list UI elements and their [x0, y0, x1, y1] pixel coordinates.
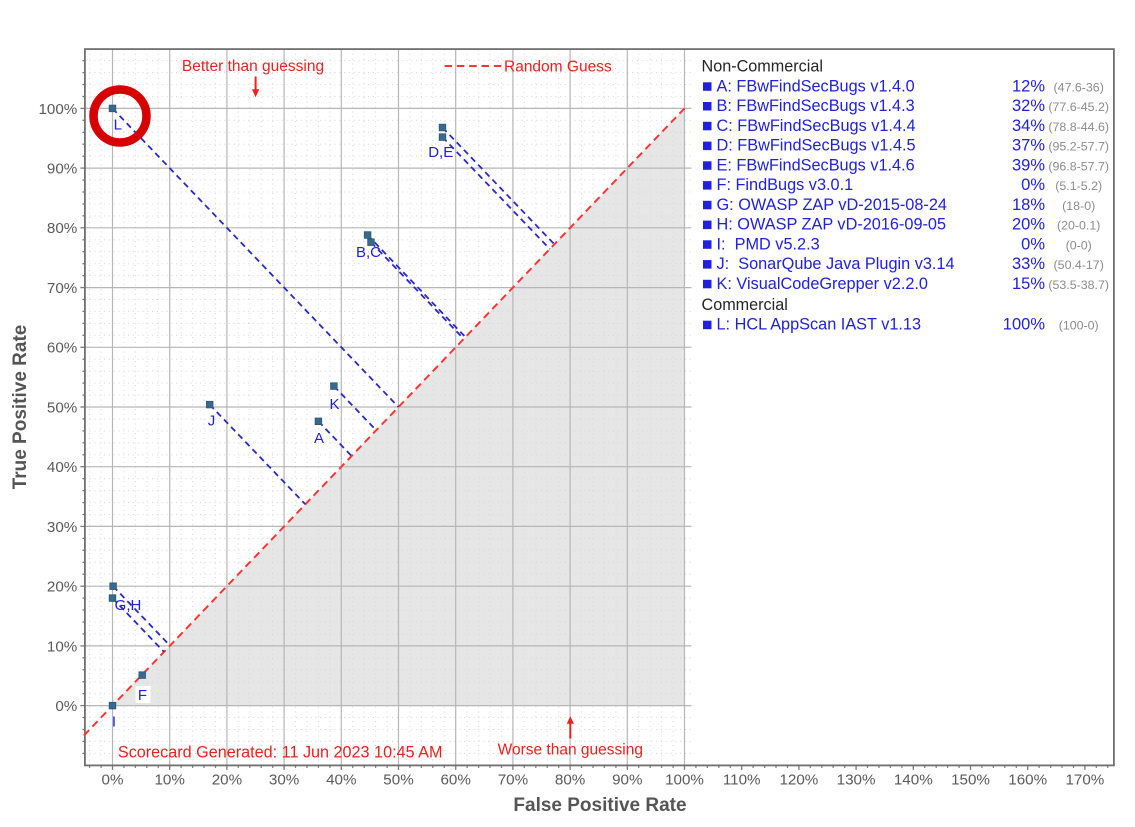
svg-text:90%: 90% [612, 771, 642, 788]
svg-text:(20-0.1): (20-0.1) [1057, 219, 1100, 233]
svg-text:100%: 100% [1003, 316, 1046, 334]
svg-text:18%: 18% [1012, 196, 1045, 214]
svg-text:20%: 20% [1012, 216, 1045, 234]
svg-text:E: FBwFindSecBugs v1.4.6: E: FBwFindSecBugs v1.4.6 [717, 156, 915, 174]
svg-text:32%: 32% [1012, 97, 1045, 115]
svg-text:10%: 10% [154, 771, 184, 788]
svg-text:(5.1-5.2): (5.1-5.2) [1055, 179, 1102, 193]
svg-text:J: J [208, 413, 216, 430]
svg-text:(96.8-57.7): (96.8-57.7) [1048, 159, 1109, 173]
svg-text:34%: 34% [1012, 117, 1045, 135]
svg-text:(53.5-38.7): (53.5-38.7) [1048, 278, 1109, 292]
svg-text:170%: 170% [1065, 771, 1104, 788]
svg-text:70%: 70% [498, 771, 528, 788]
svg-text:12%: 12% [1012, 77, 1045, 95]
svg-text:70%: 70% [47, 280, 77, 297]
svg-text:Better than guessing: Better than guessing [182, 58, 324, 75]
svg-text:D,E: D,E [428, 144, 453, 161]
svg-text:100%: 100% [665, 771, 704, 788]
svg-text:D: FBwFindSecBugs v1.4.5: D: FBwFindSecBugs v1.4.5 [717, 137, 916, 155]
svg-text:(50.4-17): (50.4-17) [1054, 258, 1104, 272]
svg-text:(77.6-45.2): (77.6-45.2) [1048, 100, 1109, 114]
svg-text:80%: 80% [47, 220, 77, 237]
svg-text:0%: 0% [1021, 176, 1045, 194]
svg-text:0%: 0% [55, 698, 77, 715]
svg-text:130%: 130% [837, 771, 876, 788]
svg-text:10%: 10% [47, 638, 77, 655]
svg-text:True Positive Rate: True Positive Rate [10, 325, 31, 490]
svg-text:140%: 140% [894, 771, 933, 788]
svg-text:K: VisualCodeGrepper v2.2.0: K: VisualCodeGrepper v2.2.0 [717, 275, 928, 293]
svg-text:0%: 0% [102, 771, 124, 788]
svg-text:(100-0): (100-0) [1059, 319, 1099, 333]
svg-text:50%: 50% [47, 399, 77, 416]
svg-text:39%: 39% [1012, 156, 1045, 174]
svg-text:L: L [114, 117, 122, 134]
svg-text:20%: 20% [47, 579, 77, 596]
svg-text:(47.6-36): (47.6-36) [1054, 80, 1104, 94]
svg-text:(78.8-44.6): (78.8-44.6) [1048, 120, 1109, 134]
svg-text:33%: 33% [1012, 255, 1045, 273]
svg-text:Scorecard Generated: 11 Jun 20: Scorecard Generated: 11 Jun 2023 10:45 A… [118, 744, 443, 762]
svg-text:B,C: B,C [356, 244, 381, 261]
svg-text:30%: 30% [269, 771, 299, 788]
svg-text:I: I [112, 714, 116, 731]
svg-text:15%: 15% [1012, 275, 1045, 293]
svg-text:K: K [329, 396, 339, 413]
svg-text:110%: 110% [723, 771, 761, 788]
svg-text:40%: 40% [47, 459, 77, 476]
svg-text:I: PMD v5.2.3: I: PMD v5.2.3 [717, 235, 820, 253]
svg-text:A: A [314, 430, 324, 447]
svg-text:90%: 90% [47, 161, 77, 178]
svg-text:Random Guess: Random Guess [504, 59, 612, 76]
svg-text:0%: 0% [1021, 235, 1045, 253]
svg-text:30%: 30% [47, 519, 77, 536]
svg-text:F: F [138, 687, 147, 704]
svg-text:60%: 60% [440, 771, 470, 788]
svg-text:G: OWASP ZAP vD-2015-08-24: G: OWASP ZAP vD-2015-08-24 [717, 196, 947, 214]
svg-text:Worse than guessing: Worse than guessing [498, 742, 643, 759]
svg-text:100%: 100% [38, 101, 77, 118]
svg-text:20%: 20% [212, 771, 242, 788]
svg-text:B: FBwFindSecBugs v1.4.3: B: FBwFindSecBugs v1.4.3 [717, 97, 915, 115]
svg-text:H: OWASP ZAP vD-2016-09-05: H: OWASP ZAP vD-2016-09-05 [717, 216, 947, 234]
svg-text:80%: 80% [555, 771, 585, 788]
svg-text:60%: 60% [47, 340, 77, 357]
svg-text:(18-0): (18-0) [1062, 199, 1095, 213]
svg-text:150%: 150% [951, 771, 990, 788]
svg-text:Commercial: Commercial [702, 296, 788, 314]
svg-text:37%: 37% [1012, 137, 1045, 155]
svg-text:(0-0): (0-0) [1066, 238, 1092, 252]
svg-text:50%: 50% [383, 771, 413, 788]
svg-text:120%: 120% [779, 771, 818, 788]
svg-text:C: FBwFindSecBugs v1.4.4: C: FBwFindSecBugs v1.4.4 [717, 117, 916, 135]
svg-text:G,H: G,H [115, 597, 142, 614]
svg-text:False Positive Rate: False Positive Rate [513, 795, 686, 816]
svg-text:J: SonarQube Java Plugin v3.1: J: SonarQube Java Plugin v3.14 [717, 255, 955, 273]
svg-text:F: FindBugs v3.0.1: F: FindBugs v3.0.1 [717, 176, 854, 194]
svg-text:A: FBwFindSecBugs v1.4.0: A: FBwFindSecBugs v1.4.0 [717, 77, 915, 95]
svg-text:Non-Commercial: Non-Commercial [702, 57, 823, 75]
svg-text:L: HCL AppScan IAST v1.13: L: HCL AppScan IAST v1.13 [717, 316, 922, 334]
svg-text:40%: 40% [326, 771, 356, 788]
svg-text:(95.2-57.7): (95.2-57.7) [1048, 140, 1109, 154]
svg-text:160%: 160% [1008, 771, 1047, 788]
